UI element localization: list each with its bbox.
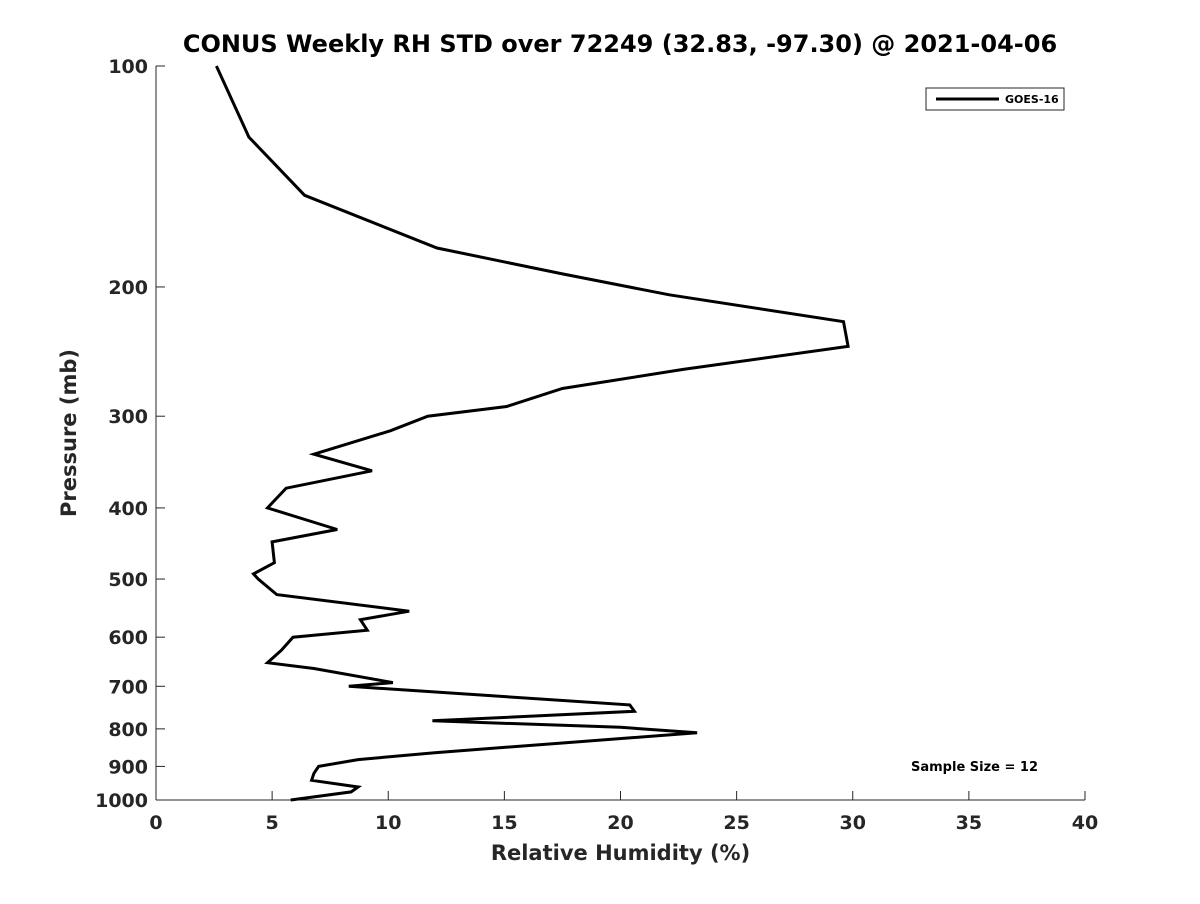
sample-size-annotation: Sample Size = 12 — [911, 760, 1038, 775]
x-tick-label: 0 — [149, 812, 162, 834]
y-tick-label: 200 — [108, 277, 148, 299]
x-tick-label: 40 — [1072, 812, 1098, 834]
y-tick-label: 800 — [108, 719, 148, 741]
y-tick-label: 700 — [108, 676, 148, 698]
x-tick-label: 20 — [607, 812, 633, 834]
x-tick-label: 10 — [375, 812, 401, 834]
y-tick-label: 300 — [108, 406, 148, 428]
x-tick-label: 25 — [723, 812, 749, 834]
legend-entry-goes-16: GOES-16 — [1005, 93, 1059, 106]
x-axis-label: Relative Humidity (%) — [491, 841, 750, 865]
x-tick-label: 35 — [956, 812, 982, 834]
y-tick-label: 600 — [108, 627, 148, 649]
chart-title: CONUS Weekly RH STD over 72249 (32.83, -… — [182, 30, 1058, 58]
y-tick-label: 400 — [108, 498, 148, 520]
y-tick-label: 500 — [108, 569, 148, 591]
y-tick-label: 100 — [108, 56, 148, 78]
series-line-goes-16 — [215, 65, 850, 802]
y-tick-label: 900 — [108, 756, 148, 778]
y-axis-label: Pressure (mb) — [57, 349, 81, 517]
y-tick-label: 1000 — [95, 790, 148, 812]
x-tick-label: 5 — [266, 812, 279, 834]
x-tick-label: 30 — [840, 812, 866, 834]
x-tick-label: 15 — [491, 812, 517, 834]
